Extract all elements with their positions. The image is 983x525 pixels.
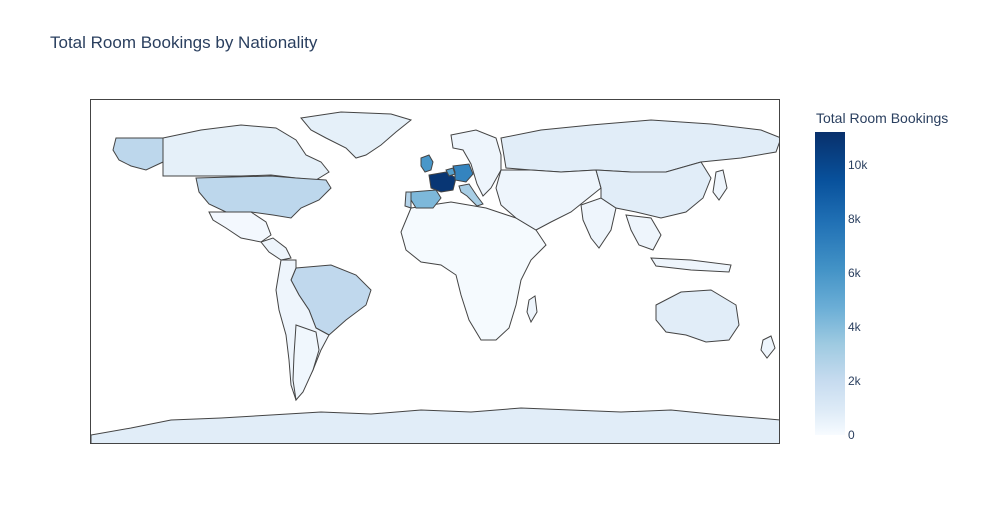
- colorbar-tick-0: 0: [848, 428, 855, 442]
- region-germany[interactable]: [452, 163, 474, 183]
- region-southeast-asia[interactable]: [625, 214, 662, 251]
- region-mexico[interactable]: [208, 211, 272, 243]
- region-france[interactable]: [428, 171, 457, 193]
- region-china[interactable]: [595, 161, 712, 219]
- region-india[interactable]: [580, 197, 617, 249]
- region-united-kingdom[interactable]: [420, 154, 434, 173]
- region-indonesia[interactable]: [650, 257, 732, 273]
- region-russia[interactable]: [500, 119, 780, 173]
- colorbar-tick-10k: 10k: [848, 158, 868, 172]
- region-italy[interactable]: [458, 183, 484, 207]
- region-argentina[interactable]: [292, 324, 320, 402]
- region-greenland[interactable]: [300, 111, 413, 159]
- colorbar-tick-4k: 4k: [848, 320, 861, 334]
- region-united-states[interactable]: [195, 175, 332, 219]
- region-central-america[interactable]: [260, 237, 292, 261]
- region-alaska[interactable]: [112, 137, 164, 171]
- region-australia[interactable]: [655, 289, 740, 343]
- region-middle-east[interactable]: [495, 169, 602, 231]
- region-canada[interactable]: [162, 124, 330, 181]
- colorbar-tick-8k: 8k: [848, 212, 861, 226]
- chart-title: Total Room Bookings by Nationality: [50, 33, 318, 52]
- region-antarctica[interactable]: [91, 407, 780, 444]
- colorbar-tick-6k: 6k: [848, 266, 861, 280]
- map-frame[interactable]: [90, 99, 780, 444]
- region-new-zealand[interactable]: [760, 335, 776, 359]
- colorbar-tick-2k: 2k: [848, 374, 861, 388]
- region-madagascar[interactable]: [526, 295, 538, 324]
- colorbar-title: Total Room Bookings: [816, 110, 949, 126]
- region-europe-other[interactable]: [450, 129, 502, 197]
- region-japan[interactable]: [712, 169, 728, 201]
- world-map[interactable]: [91, 100, 780, 444]
- region-portugal[interactable]: [404, 191, 412, 209]
- colorbar: [815, 132, 845, 435]
